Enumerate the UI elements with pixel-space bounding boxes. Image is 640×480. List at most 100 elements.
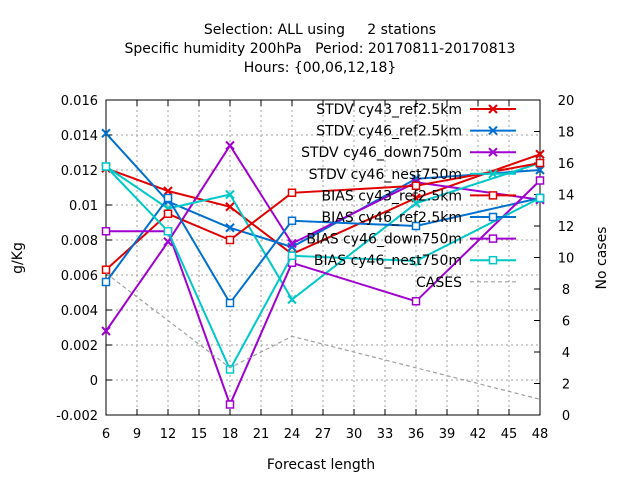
legend-label: STDV cy46_ref2.5km: [316, 124, 462, 140]
legend-label: CASES: [416, 275, 462, 291]
data-point-bias-cy43-ref2-5km: [287, 188, 297, 197]
data-point-bias-cy46-nest750m: [535, 193, 545, 203]
x-tick-label: 27: [315, 427, 332, 442]
data-point-stdv-cy46-ref2-5km-stroke: [535, 165, 545, 175]
y-tick-label: 0.014: [61, 129, 98, 144]
data-point-bias-cy43-ref2-5km: [411, 181, 421, 190]
data-point-stdv-cy43-ref2-5km-stroke: [225, 202, 235, 212]
series-line-stdv-cy46-ref2-5km: [105, 132, 541, 249]
data-point-bias-cy46-ref2-5km: [287, 216, 297, 225]
legend-marker-stroke: [488, 104, 498, 114]
y-tick-label: 0.01: [69, 199, 98, 214]
data-point-bias-cy46-down750m: [535, 176, 545, 185]
data-point-bias-cy43-ref2-5km: [101, 265, 111, 274]
data-point-bias-cy46-ref2-5km: [225, 298, 235, 308]
data-point-bias-cy46-nest750m: [225, 365, 235, 374]
plot-frame: [105, 99, 541, 416]
y2-axis-label: No cases: [594, 227, 610, 290]
x-tick-label: 9: [133, 427, 141, 442]
data-point-bias-cy46-ref2-5km: [163, 193, 173, 203]
y2-tick-label: 10: [558, 252, 575, 267]
y2-tick-label: 12: [558, 220, 575, 235]
data-point-bias-cy46-down750m: [411, 297, 421, 306]
y2-tick-label: 8: [562, 283, 570, 298]
x-tick-label: 33: [377, 427, 394, 442]
chart-title-line-3: Hours: {00,06,12,18}: [244, 60, 397, 76]
data-point-stdv-cy46-ref2-5km-stroke: [101, 128, 111, 138]
legend: STDV cy43_ref2.5km STDV cy46_ref2.5km STDV…: [301, 102, 516, 291]
data-point-stdv-cy43-ref2-5km: [163, 186, 173, 196]
x-tick-label: 30: [346, 427, 363, 442]
y-tick-label: 0: [90, 374, 98, 389]
legend-marker: [488, 191, 498, 200]
y-tick-label: 0.006: [61, 269, 98, 284]
x-tick-label: 39: [439, 427, 456, 442]
data-point-stdv-cy46-down750m: [287, 238, 297, 249]
series-line-bias-cy43-ref2-5km: [105, 162, 541, 271]
x-tick-label: 36: [408, 427, 425, 442]
legend-marker-stroke: [488, 169, 498, 179]
y2-tick-label: 4: [562, 346, 570, 361]
legend-marker: [488, 104, 498, 114]
data-point-stdv-cy46-ref2-5km: [535, 165, 545, 175]
data-point-stdv-cy46-ref2-5km: [287, 242, 297, 252]
x-tick-label: 21: [253, 427, 270, 442]
data-point-stdv-cy46-down750m: [101, 326, 111, 336]
legend-label: BIAS cy46_ref2.5km: [322, 210, 462, 226]
data-point-stdv-cy46-ref2-5km: [101, 128, 111, 138]
data-point-bias-cy43-ref2-5km: [535, 158, 545, 168]
legend-marker: [488, 255, 498, 265]
data-point-bias-cy46-nest750m: [163, 227, 173, 236]
y2-tick-label: 0: [562, 409, 570, 424]
x-tick-label: 15: [191, 427, 208, 442]
legend-label: BIAS cy43_ref2.5km: [322, 188, 462, 204]
data-point-stdv-cy43-ref2-5km: [535, 149, 545, 159]
x-axis-label: Forecast length: [267, 457, 375, 473]
data-point-stdv-cy46-down750m-stroke: [287, 238, 297, 249]
x-tick-label: 48: [532, 427, 549, 442]
data-point-bias-cy46-nest750m: [411, 256, 421, 266]
x-tick-label: 45: [501, 427, 518, 442]
series-line-bias-cy46-nest750m: [105, 165, 541, 372]
data-point-stdv-cy46-nest750m: [287, 294, 297, 305]
y-axis-label: g/Kg: [10, 242, 26, 274]
legend-marker: [488, 125, 498, 136]
data-point-stdv-cy46-nest750m-stroke: [287, 294, 297, 305]
data-point-stdv-cy46-ref2-5km: [411, 174, 421, 184]
y-tick-label: -0.002: [56, 409, 98, 424]
data-point-stdv-cy46-ref2-5km-stroke: [225, 223, 235, 233]
data-point-stdv-cy46-ref2-5km-stroke: [411, 174, 421, 184]
x-tick-label: 12: [160, 427, 177, 442]
data-point-stdv-cy46-nest750m: [411, 198, 421, 208]
data-point-bias-cy46-down750m: [225, 400, 235, 409]
data-point-stdv-cy46-down750m-stroke: [101, 326, 111, 336]
data-point-bias-cy43-ref2-5km: [163, 209, 173, 218]
legend-label: STDV cy46_nest750m: [309, 167, 462, 183]
y2-tick-label: 20: [558, 94, 575, 109]
series-line-stdv-cy43-ref2-5km: [105, 153, 541, 256]
data-point-stdv-cy46-nest750m-stroke: [225, 189, 235, 200]
x-tick-label: 24: [284, 427, 301, 442]
y-tick-label: 0.016: [61, 94, 98, 109]
x-tick-label: 6: [102, 427, 110, 442]
legend-marker: [488, 147, 498, 157]
series-lines: [101, 128, 545, 409]
data-point-stdv-cy43-ref2-5km: [225, 202, 235, 212]
y2-tick-label: 18: [558, 126, 575, 141]
data-point-bias-cy46-ref2-5km: [411, 221, 421, 231]
y2-tick-label: 6: [562, 315, 570, 330]
y-tick-label: 0.002: [61, 339, 98, 354]
y-tick-label: 0.012: [61, 164, 98, 179]
data-point-stdv-cy46-nest750m-stroke: [411, 198, 421, 208]
x-tick-label: 42: [470, 427, 487, 442]
series-line-cases: [105, 272, 541, 400]
y-tick-label: 0.008: [61, 234, 98, 249]
legend-label: BIAS cy46_down750m: [306, 232, 462, 248]
legend-label: STDV cy46_down750m: [301, 145, 462, 161]
legend-marker: [488, 169, 498, 179]
data-point-stdv-cy46-nest750m: [225, 189, 235, 200]
data-point-stdv-cy43-ref2-5km-stroke: [535, 149, 545, 159]
series-line-stdv-cy46-nest750m: [105, 162, 541, 301]
data-point-bias-cy43-ref2-5km: [225, 235, 235, 245]
x-tick-label: 18: [222, 427, 239, 442]
